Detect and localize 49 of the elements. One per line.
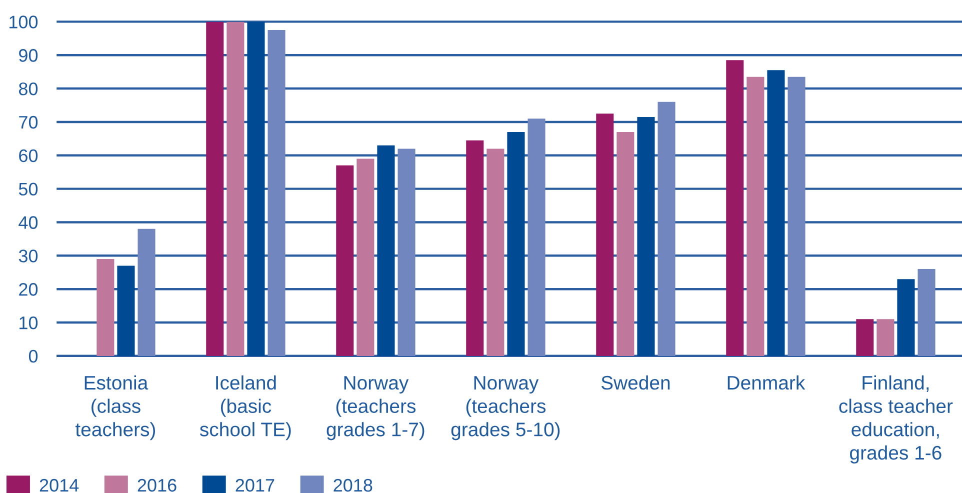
x-tick-label: Norway (teachers grades 5-10) [451,376,560,440]
bar [507,132,525,356]
bar [876,319,894,356]
y-tick-label: 100 [10,16,38,28]
bar [138,228,156,356]
legend-label: 2014 [40,478,79,492]
x-tick-label: Sweden [601,375,670,390]
x-tick-label: Estonia (class teachers) [75,375,156,440]
y-tick-label: 30 [18,250,38,262]
bar [856,319,874,356]
bar [726,60,744,356]
legend-label: 2017 [236,478,274,492]
bar [596,114,614,356]
bar [206,22,224,356]
y-tick-label: 40 [18,216,38,229]
legend-label: 2018 [334,478,372,492]
legend-label: 2016 [138,478,176,492]
bar [268,30,286,356]
bar [767,70,785,356]
y-tick-label: 0 [28,350,38,363]
bar [486,148,504,356]
bar [788,76,806,356]
bar [746,76,764,356]
y-tick-label: 80 [18,82,38,96]
bar [356,158,374,356]
x-tick-label: Iceland (basic school TE) [200,375,291,440]
x-tick-label: Denmark [728,375,806,390]
bar [377,145,395,356]
bar [466,140,484,356]
x-tick-label: Norway (teachers grades 1-7) [326,376,424,440]
bar [117,266,135,356]
bar [528,118,546,356]
x-tick-label: Finland, class teacher education, grades 1-6 [839,375,953,464]
bar [226,22,244,356]
y-tick-label: 60 [19,149,38,162]
bar [616,132,634,356]
y-tick-label: 70 [19,116,38,129]
bar [336,165,354,356]
y-tick-label: 50 [18,182,38,196]
bar [96,259,114,356]
bar [897,279,915,356]
y-tick-label: 90 [19,49,38,62]
bar [247,22,265,356]
y-tick-label: 10 [20,316,38,330]
bar [637,116,655,356]
y-tick-label: 20 [19,283,38,296]
bar [918,269,936,356]
bar [398,148,416,356]
bar [658,102,676,356]
